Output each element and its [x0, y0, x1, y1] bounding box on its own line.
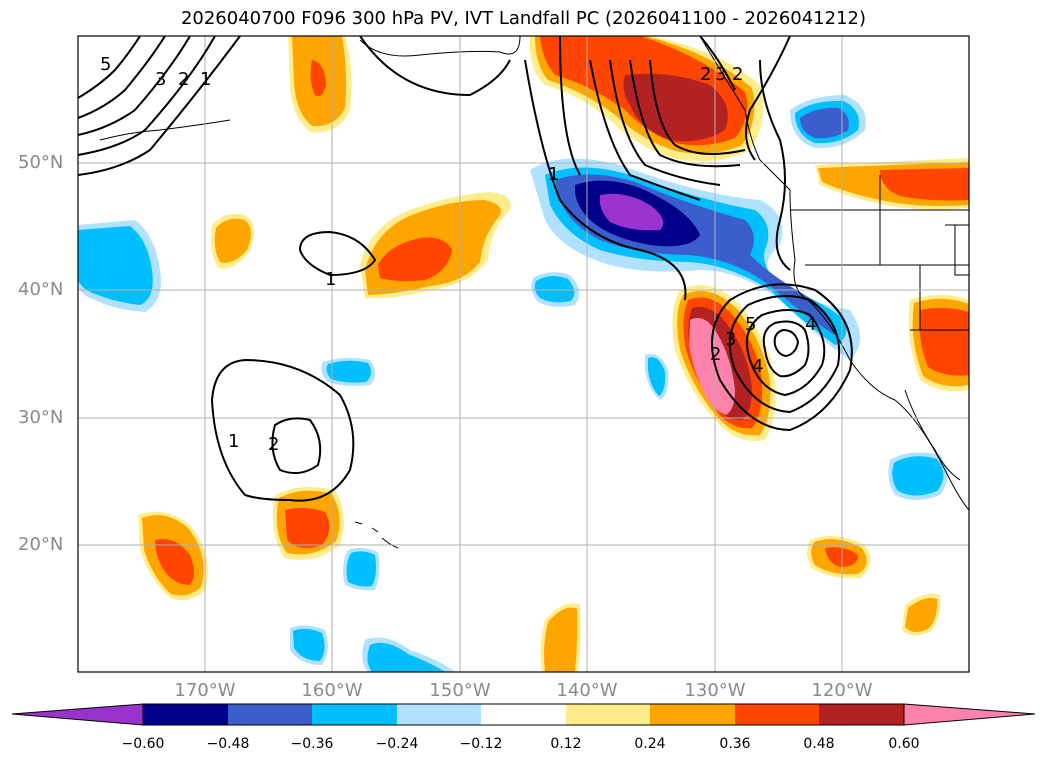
lat-label: 40°N [18, 279, 64, 300]
colorbar-tick-label: −0.24 [375, 736, 419, 752]
colorbar-extend-high [903, 703, 1036, 726]
lon-label: 160°W [301, 680, 363, 701]
lat-label: 50°N [18, 152, 64, 173]
colorbar-tick-label: 0.48 [803, 736, 835, 752]
lon-label: 130°W [684, 680, 746, 701]
colorbar-tick-label: −0.36 [290, 736, 334, 752]
lon-label: 170°W [174, 680, 236, 701]
colorbar-tick-label: 0.60 [888, 736, 920, 752]
contour-label: 1 [200, 69, 211, 90]
colorbar [11, 703, 1036, 726]
contour-label: 2 [268, 434, 279, 455]
contour-label: 2 [732, 64, 743, 85]
colorbar-bin [228, 704, 312, 725]
colorbar-bin [143, 704, 228, 725]
contour-label: 2 [710, 344, 721, 365]
colorbar-bin [481, 704, 566, 725]
colorbar-bin [819, 704, 904, 725]
contour-label: 1 [548, 164, 559, 185]
colorbar-tick-label: −0.60 [121, 736, 165, 752]
contour-label: 3 [715, 64, 726, 85]
pv-shading [78, 36, 969, 672]
colorbar-tick-label: 0.24 [634, 736, 666, 752]
colorbar-frame [142, 703, 905, 726]
colorbar-bin [312, 704, 397, 725]
colorbar-bin [397, 704, 481, 725]
contour-label: 3 [155, 69, 166, 90]
lon-label: 150°W [429, 680, 491, 701]
contour-label: 4 [805, 314, 816, 335]
colorbar-extend-low [11, 703, 144, 726]
lat-label: 30°N [18, 407, 64, 428]
contour-label: 1 [325, 269, 336, 290]
graticule [78, 36, 969, 672]
contour-label: 3 [725, 329, 736, 350]
colorbar-tick-label: 0.36 [719, 736, 751, 752]
colorbar-bin [650, 704, 735, 725]
contour-label: 2 [178, 69, 189, 90]
colorbar-bin [566, 704, 650, 725]
ivt-contours [78, 36, 853, 502]
colorbar-tick-label: −0.48 [206, 736, 250, 752]
contour-label: 5 [745, 314, 756, 335]
colorbar-tick-label: 0.12 [550, 736, 582, 752]
contour-label: 2 [700, 64, 711, 85]
colorbar-tick-label: −0.12 [459, 736, 503, 752]
lon-label: 140°W [556, 680, 618, 701]
contour-label-group: 5 3 2 1 1 1 2 1 2 3 5 4 2 3 4 2 [100, 54, 816, 455]
map-title: 2026040700 F096 300 hPa PV, IVT Landfall… [180, 8, 867, 29]
lat-label: 20°N [18, 534, 64, 555]
contour-label: 1 [228, 431, 239, 452]
lon-label: 120°W [811, 680, 873, 701]
colorbar-bin [735, 704, 819, 725]
contour-label: 4 [752, 356, 763, 377]
contour-label: 5 [100, 54, 111, 75]
map-frame [77, 35, 970, 673]
